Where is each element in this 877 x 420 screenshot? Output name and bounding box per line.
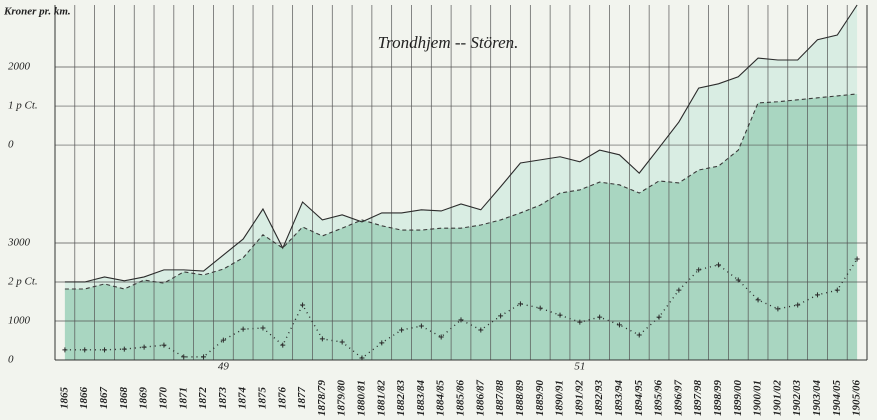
cross-marker <box>121 346 127 352</box>
x-tick-label: 1869 <box>138 387 150 410</box>
x-tick-label: 1870 <box>157 387 169 410</box>
x-tick-label: 1880/81 <box>356 380 368 416</box>
x-tick-label: 1905/06 <box>851 379 863 416</box>
chart-title: Trondhjem -- Stören. <box>378 33 519 52</box>
x-tick-label: 1893/94 <box>613 379 625 416</box>
cross-marker <box>854 256 860 262</box>
x-tick-label: 1882/83 <box>395 379 407 416</box>
x-tick-label: 1872 <box>197 387 209 410</box>
cross-marker <box>399 327 405 333</box>
cross-marker <box>181 354 187 360</box>
x-tick-label: 1873 <box>217 387 229 410</box>
cross-marker <box>577 319 583 325</box>
x-tick-label: 1876 <box>276 387 288 410</box>
cross-marker <box>418 323 424 329</box>
x-tick-label: 1903/04 <box>811 379 823 416</box>
y-tick-label: 3000 <box>7 236 31 248</box>
line <box>64 93 858 290</box>
y2-tick-label: 1 p Ct. <box>8 100 38 112</box>
x-tick-label: 1888/89 <box>514 379 526 416</box>
x-tick-label: 1891/92 <box>573 379 585 416</box>
x-tick-label: 1867 <box>98 387 110 410</box>
annotation: 51 <box>574 361 585 373</box>
x-tick-label: 1871 <box>177 387 189 409</box>
cross-marker <box>498 313 504 319</box>
x-tick-label: 1900/01 <box>752 380 764 416</box>
cross-marker <box>141 344 147 350</box>
cross-marker <box>300 302 306 308</box>
cross-marker <box>834 287 840 293</box>
cross-marker <box>458 317 464 323</box>
line <box>64 258 858 359</box>
cross-marker <box>102 347 108 353</box>
y-axis-label: Kroner pr. km. <box>3 6 71 18</box>
y2-tick-label: 0 <box>8 139 14 151</box>
x-tick-label: 1877 <box>296 387 308 410</box>
y-tick-label: 1000 <box>8 315 31 327</box>
x-tick-label: 1902/03 <box>791 379 803 416</box>
y-tick-label: 0 <box>8 354 14 366</box>
cross-marker <box>339 339 345 345</box>
cross-marker <box>161 342 167 348</box>
cross-marker <box>220 337 226 343</box>
cross-marker <box>260 325 266 331</box>
cross-marker <box>795 302 801 308</box>
cross-marker <box>775 306 781 312</box>
cross-marker <box>379 340 385 346</box>
cross-marker <box>280 342 286 348</box>
cross-marker <box>616 322 622 328</box>
x-tick-label: 1901/02 <box>771 379 783 416</box>
cross-marker <box>319 336 325 342</box>
cross-marker <box>359 355 365 361</box>
cross-marker <box>537 305 543 311</box>
x-tick-label: 1884/85 <box>435 379 447 416</box>
annotation: 49 <box>218 361 230 373</box>
y-tick-label: 2 p Ct. <box>8 276 38 288</box>
x-tick-label: 1895/96 <box>653 379 665 416</box>
cross-marker <box>814 292 820 298</box>
x-tick-label: 1887/88 <box>494 379 506 416</box>
cross-marker <box>636 332 642 338</box>
cross-marker <box>240 326 246 332</box>
x-tick-label: 1878/79 <box>316 379 328 416</box>
x-tick-label: 1889/90 <box>534 379 546 416</box>
y2-tick-label: 2000 <box>8 61 31 73</box>
x-tick-label: 1904/05 <box>831 379 843 416</box>
x-tick-label: 1885/86 <box>455 379 467 416</box>
cross-marker <box>676 287 682 293</box>
cross-marker <box>517 301 523 307</box>
cross-marker <box>735 277 741 283</box>
cross-marker <box>557 312 563 318</box>
x-tick-label: 1865 <box>58 387 70 410</box>
cross-marker <box>597 314 603 320</box>
x-tick-label: 1890/91 <box>554 380 566 416</box>
line <box>64 4 858 283</box>
x-tick-label: 1892/93 <box>593 379 605 416</box>
area <box>64 93 858 360</box>
cross-marker <box>438 334 444 340</box>
x-tick-label: 1879/80 <box>336 379 348 416</box>
cross-marker <box>478 327 484 333</box>
x-tick-label: 1868 <box>118 387 130 410</box>
x-tick-label: 1896/97 <box>672 379 684 416</box>
x-tick-label: 1875 <box>256 387 268 410</box>
x-tick-label: 1894/95 <box>633 379 645 416</box>
cross-marker <box>201 354 207 360</box>
cross-marker <box>755 297 761 303</box>
x-tick-label: 1866 <box>78 387 90 410</box>
x-tick-label: 1899/00 <box>732 379 744 416</box>
x-tick-label: 1898/99 <box>712 379 724 416</box>
x-tick-label: 1883/84 <box>415 379 427 416</box>
x-tick-label: 1897/98 <box>692 379 704 416</box>
cross-marker <box>656 314 662 320</box>
x-tick-label: 1874 <box>237 387 249 410</box>
cross-marker <box>62 347 68 353</box>
x-tick-label: 1881/82 <box>375 379 387 416</box>
cross-marker <box>715 262 721 268</box>
cross-marker <box>82 347 88 353</box>
x-tick-label: 1886/87 <box>474 379 486 416</box>
cross-marker <box>696 267 702 273</box>
